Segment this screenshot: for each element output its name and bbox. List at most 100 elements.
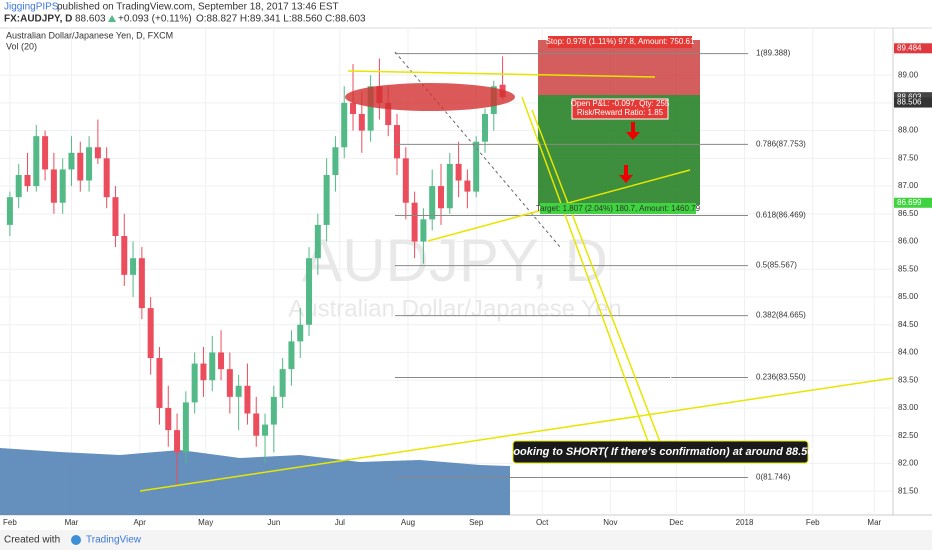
candle-body bbox=[411, 202, 418, 242]
candle-body bbox=[385, 102, 392, 126]
x-tick-label: Mar bbox=[65, 518, 79, 527]
x-tick-label: Mar bbox=[867, 518, 881, 527]
y-tick-label: 88.00 bbox=[898, 126, 919, 135]
candle-body bbox=[235, 385, 242, 397]
candle-body bbox=[138, 258, 145, 309]
y-tick-label: 87.50 bbox=[898, 153, 919, 162]
candle-body bbox=[209, 352, 216, 381]
candle-body bbox=[446, 163, 453, 209]
x-tick-label: Jun bbox=[267, 518, 280, 527]
y-tick-label: 83.00 bbox=[898, 403, 919, 412]
x-tick-label: May bbox=[198, 518, 213, 527]
candle-body bbox=[244, 385, 251, 414]
candle-body bbox=[350, 102, 357, 114]
candle-body bbox=[147, 308, 154, 359]
candle-body bbox=[112, 197, 119, 237]
candle-body bbox=[481, 113, 488, 142]
arrow bbox=[626, 122, 640, 140]
y-tick-label: 87.00 bbox=[898, 181, 919, 190]
candle-body bbox=[59, 169, 66, 203]
y-tick-label: 83.50 bbox=[898, 375, 919, 384]
candle-body bbox=[182, 402, 189, 453]
y-tick-label: 89.00 bbox=[898, 70, 919, 79]
x-tick-label: Feb bbox=[806, 518, 820, 527]
x-tick-label: Aug bbox=[401, 518, 415, 527]
candle-body bbox=[332, 147, 339, 175]
candle-body bbox=[438, 186, 445, 209]
y-tick-label: 86.50 bbox=[898, 209, 919, 218]
author[interactable]: JiggingPIPS bbox=[4, 2, 59, 13]
fib-label: 0.236(83.550) bbox=[756, 373, 806, 382]
footer-brand[interactable]: TradingView bbox=[86, 535, 142, 546]
stop-label-box bbox=[548, 36, 692, 48]
candle-body bbox=[6, 197, 13, 225]
ohlc: O:88.827 H:89.341 L:88.560 C:88.603 bbox=[196, 14, 366, 25]
x-tick-label: Sep bbox=[469, 518, 484, 527]
volume-label: Vol (20) bbox=[6, 41, 37, 51]
target-label: Target: 1.807 (2.04%) 180.7, Amount: 146… bbox=[536, 204, 701, 213]
candle-body bbox=[323, 174, 330, 225]
volume-area bbox=[0, 448, 510, 515]
trend-line bbox=[347, 70, 656, 78]
candle-body bbox=[455, 163, 462, 181]
candle-body bbox=[94, 147, 101, 159]
candle-body bbox=[191, 363, 198, 403]
candle-body bbox=[253, 413, 260, 436]
candle-body bbox=[200, 363, 207, 381]
published-line: published on TradingView.com, September … bbox=[57, 2, 339, 13]
rr-label: Risk/Reward Ratio: 1.85 bbox=[577, 108, 664, 117]
candle-body bbox=[429, 186, 436, 220]
candle-body bbox=[103, 158, 110, 198]
footer bbox=[0, 530, 932, 550]
candle-body bbox=[297, 324, 304, 342]
symbol: FX:AUDJPY, D bbox=[4, 14, 72, 25]
candle-body bbox=[262, 424, 269, 436]
candle-body bbox=[42, 136, 49, 170]
y-tick-label: 85.50 bbox=[898, 264, 919, 273]
x-tick-label: Nov bbox=[603, 518, 617, 527]
candle-body bbox=[226, 369, 233, 397]
price-tag bbox=[894, 197, 932, 208]
arrow bbox=[619, 165, 633, 183]
candle-body bbox=[420, 219, 427, 242]
candle-body bbox=[270, 396, 277, 425]
candle-body bbox=[279, 369, 286, 397]
x-tick-label: Dec bbox=[669, 518, 683, 527]
fib-label: 0.618(86.469) bbox=[756, 211, 806, 220]
y-tick-label: 81.50 bbox=[898, 486, 919, 495]
price-tag-label: 89.484 bbox=[897, 43, 922, 52]
stop-label: Stop: 0.978 (1.11%) 97.8, Amount: 750.61 bbox=[546, 37, 695, 46]
target-label-box bbox=[540, 203, 696, 214]
fib-label: 0.786(87.753) bbox=[756, 139, 806, 148]
x-tick-label: Jul bbox=[335, 518, 345, 527]
note-box bbox=[512, 440, 809, 464]
pnl-label: Open P&L: -0.097, Qty: 255 bbox=[571, 99, 670, 108]
candle-body bbox=[77, 152, 84, 181]
price-tag bbox=[894, 43, 932, 54]
candle-body bbox=[473, 141, 480, 192]
candle-body bbox=[130, 258, 137, 275]
callout-line bbox=[531, 109, 663, 448]
up-arrow-icon bbox=[108, 15, 116, 22]
candle-body bbox=[121, 236, 128, 275]
x-tick-label: Apr bbox=[133, 518, 146, 527]
last-price: 88.603 bbox=[75, 14, 106, 25]
watermark: Australian Dollar/Japanese Yen bbox=[288, 295, 622, 322]
chart-title: Australian Dollar/Japanese Yen, D, FXCM bbox=[6, 30, 173, 40]
candle-body bbox=[156, 358, 163, 408]
fib-label: 0(81.746) bbox=[756, 473, 791, 482]
candle-body bbox=[165, 407, 172, 431]
trend-line bbox=[139, 377, 894, 492]
y-tick-label: 84.50 bbox=[898, 320, 919, 329]
candle-body bbox=[68, 152, 75, 170]
candle-body bbox=[341, 102, 348, 148]
y-tick-label: 82.00 bbox=[898, 459, 919, 468]
candle-body bbox=[394, 125, 401, 159]
price-tag bbox=[894, 92, 932, 103]
x-tick-label: Feb bbox=[3, 518, 17, 527]
stop-zone bbox=[538, 40, 700, 95]
candle-body bbox=[218, 352, 225, 370]
resistance-ellipse bbox=[345, 83, 515, 111]
candle-body bbox=[174, 430, 181, 453]
y-tick-label: 85.00 bbox=[898, 292, 919, 301]
